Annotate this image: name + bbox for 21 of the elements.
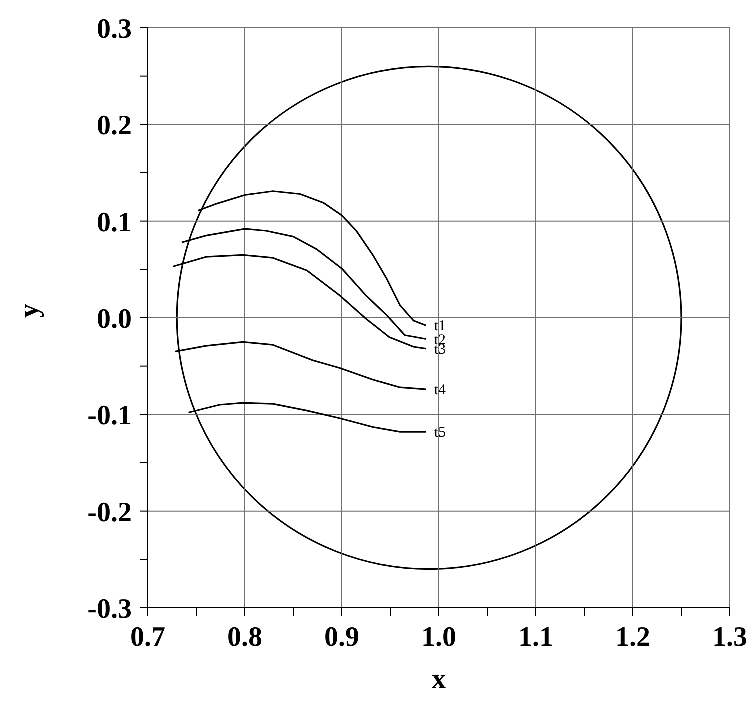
x-tick-label: 0.9 <box>324 622 360 653</box>
x-axis-title: x <box>432 664 446 695</box>
y-tick-label: -0.3 <box>88 594 132 625</box>
y-tick-label: -0.1 <box>88 400 132 432</box>
y-tick-label: -0.2 <box>88 497 132 528</box>
y-tick-label: 0.0 <box>97 304 132 335</box>
x-tick-label: 1.1 <box>518 622 554 653</box>
line-series <box>172 254 428 350</box>
x-tick-label: 1.2 <box>616 622 650 653</box>
y-tick-label: 0.3 <box>97 14 132 45</box>
x-tick-label: 1.0 <box>422 622 456 653</box>
line-series <box>174 341 428 390</box>
y-tick-label: 0.2 <box>97 110 132 142</box>
x-tick-label: 0.8 <box>228 622 262 653</box>
line-series <box>198 190 428 327</box>
line-series <box>181 228 428 340</box>
y-axis-title: y <box>14 304 45 318</box>
x-tick-label: 0.7 <box>130 622 166 653</box>
line-series <box>188 402 428 433</box>
x-tick-label: 1.3 <box>712 622 748 653</box>
y-tick-label: 0.1 <box>97 207 132 238</box>
